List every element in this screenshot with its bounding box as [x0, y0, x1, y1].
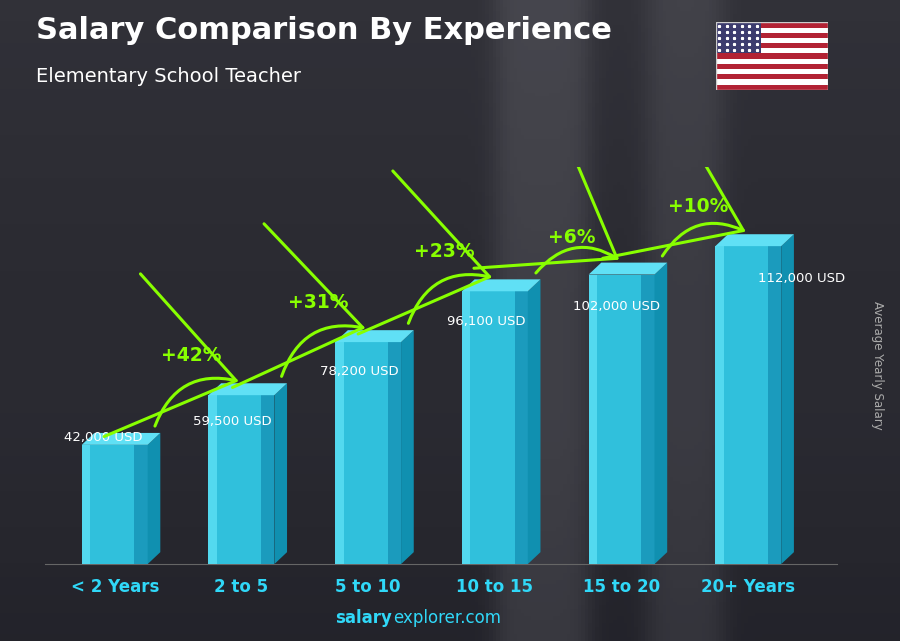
Bar	[716, 74, 828, 79]
Polygon shape	[209, 383, 287, 395]
Text: 96,100 USD: 96,100 USD	[446, 315, 526, 328]
Bar	[716, 246, 781, 564]
Bar	[716, 85, 828, 90]
Bar	[209, 395, 274, 564]
Bar	[388, 342, 401, 564]
Text: +10%: +10%	[668, 197, 728, 216]
Bar	[335, 342, 401, 564]
Polygon shape	[82, 433, 160, 445]
Text: explorer.com: explorer.com	[393, 609, 501, 627]
Bar	[642, 274, 654, 564]
FancyArrowPatch shape	[358, 171, 490, 334]
Text: 78,200 USD: 78,200 USD	[320, 365, 399, 378]
Bar	[462, 291, 527, 564]
Polygon shape	[781, 234, 794, 564]
Bar	[716, 38, 828, 43]
Text: +31%: +31%	[288, 293, 348, 312]
Bar	[716, 69, 828, 74]
Text: +6%: +6%	[548, 228, 595, 247]
FancyArrowPatch shape	[474, 126, 617, 273]
Bar	[209, 395, 217, 564]
Polygon shape	[716, 234, 794, 246]
Bar	[716, 53, 828, 59]
Bar	[515, 291, 527, 564]
Text: Average Yearly Salary: Average Yearly Salary	[871, 301, 884, 429]
Polygon shape	[527, 279, 541, 564]
Bar	[716, 22, 828, 28]
Polygon shape	[654, 263, 667, 564]
FancyArrowPatch shape	[603, 106, 743, 258]
Bar	[589, 274, 654, 564]
Text: +23%: +23%	[415, 242, 475, 261]
Polygon shape	[589, 263, 667, 274]
Polygon shape	[401, 330, 414, 564]
Text: salary: salary	[335, 609, 392, 627]
Text: 59,500 USD: 59,500 USD	[194, 415, 272, 428]
Bar	[716, 246, 724, 564]
Bar	[335, 342, 344, 564]
Bar	[716, 48, 828, 53]
Bar	[768, 246, 781, 564]
FancyArrowPatch shape	[104, 274, 236, 437]
Bar	[261, 395, 274, 564]
Bar	[716, 22, 760, 53]
Bar	[82, 445, 148, 564]
FancyArrowPatch shape	[232, 224, 363, 387]
Text: 42,000 USD: 42,000 USD	[64, 431, 142, 444]
Bar	[716, 64, 828, 69]
Text: 102,000 USD: 102,000 USD	[573, 300, 661, 313]
Text: 112,000 USD: 112,000 USD	[759, 272, 846, 285]
Bar	[589, 274, 598, 564]
Text: +42%: +42%	[161, 346, 221, 365]
Text: Salary Comparison By Experience: Salary Comparison By Experience	[36, 16, 612, 45]
Bar	[82, 445, 90, 564]
Bar	[716, 43, 828, 48]
Polygon shape	[274, 383, 287, 564]
Polygon shape	[462, 279, 541, 291]
Bar	[134, 445, 148, 564]
Bar	[716, 33, 828, 38]
Bar	[716, 59, 828, 64]
Polygon shape	[148, 433, 160, 564]
Bar	[716, 79, 828, 85]
Text: Elementary School Teacher: Elementary School Teacher	[36, 67, 301, 87]
Polygon shape	[335, 330, 414, 342]
Bar	[716, 28, 828, 33]
Bar	[462, 291, 471, 564]
